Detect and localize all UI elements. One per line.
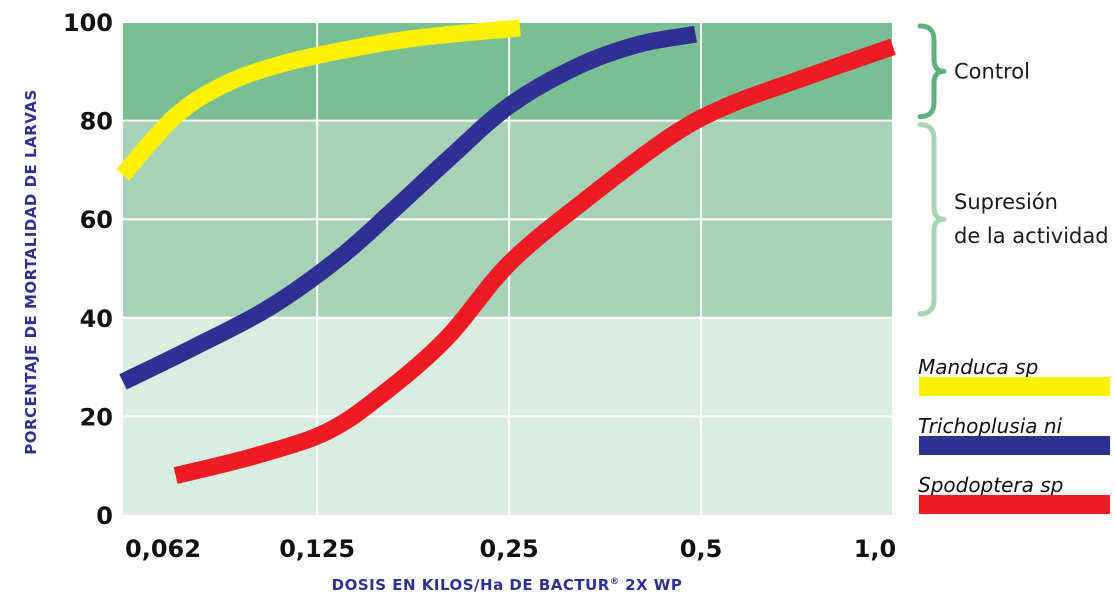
y-tick-label-4: 80 (80, 108, 113, 136)
zone-annotations: Control Supresión de la actividad (917, 23, 1109, 317)
legend-swatch-0 (919, 377, 1110, 396)
y-axis-title: PORCENTAJE DE MORTALIDAD DE LARVAS (22, 89, 40, 455)
legend-swatch-1 (919, 436, 1110, 455)
x-tick-label-3: 0,5 (680, 535, 723, 563)
x-tick-label-1: 0,125 (279, 535, 355, 563)
y-tick-label-3: 60 (80, 206, 113, 234)
zone-label-1-1: de la actividad (954, 224, 1109, 248)
legend-label-0: Manduca sp (918, 355, 1038, 379)
zone-brace-0 (917, 23, 947, 120)
x-axis-title-suffix: 2X WP (619, 576, 682, 594)
series-line-1 (119, 25, 698, 390)
y-tick-label-1: 20 (80, 403, 113, 431)
x-axis-title-registered-mark: ® (610, 577, 620, 587)
x-tick-labels: 0,062 0,125 0,25 0,5 1,0 (125, 535, 896, 563)
y-tick-label-5: 100 (63, 9, 113, 37)
x-axis-title: DOSIS EN KILOS/Ha DE BACTUR® 2X WP (332, 576, 683, 594)
y-tick-labels: 0 20 40 60 80 100 (63, 9, 113, 530)
zone-brace-1 (917, 122, 947, 317)
legend-label-1: Trichoplusia ni (918, 414, 1063, 438)
series-line-0 (116, 19, 521, 181)
legend-swatch-2 (919, 495, 1110, 514)
legend: Manduca sp Trichoplusia ni Spodoptera sp (918, 355, 1110, 514)
series-line-2 (173, 38, 896, 484)
x-tick-label-0: 0,062 (125, 535, 201, 563)
x-tick-label-4: 1,0 (854, 535, 897, 563)
legend-label-2: Spodoptera sp (918, 473, 1063, 497)
zone-label-0-0: Control (954, 59, 1030, 83)
y-tick-label-0: 0 (96, 502, 113, 530)
series-lines (116, 19, 896, 484)
zone-label-1-0: Supresión (954, 190, 1058, 214)
y-tick-label-2: 40 (80, 305, 113, 333)
x-axis-title-main: DOSIS EN KILOS/Ha DE BACTUR (332, 576, 610, 594)
x-tick-label-2: 0,25 (480, 535, 539, 563)
